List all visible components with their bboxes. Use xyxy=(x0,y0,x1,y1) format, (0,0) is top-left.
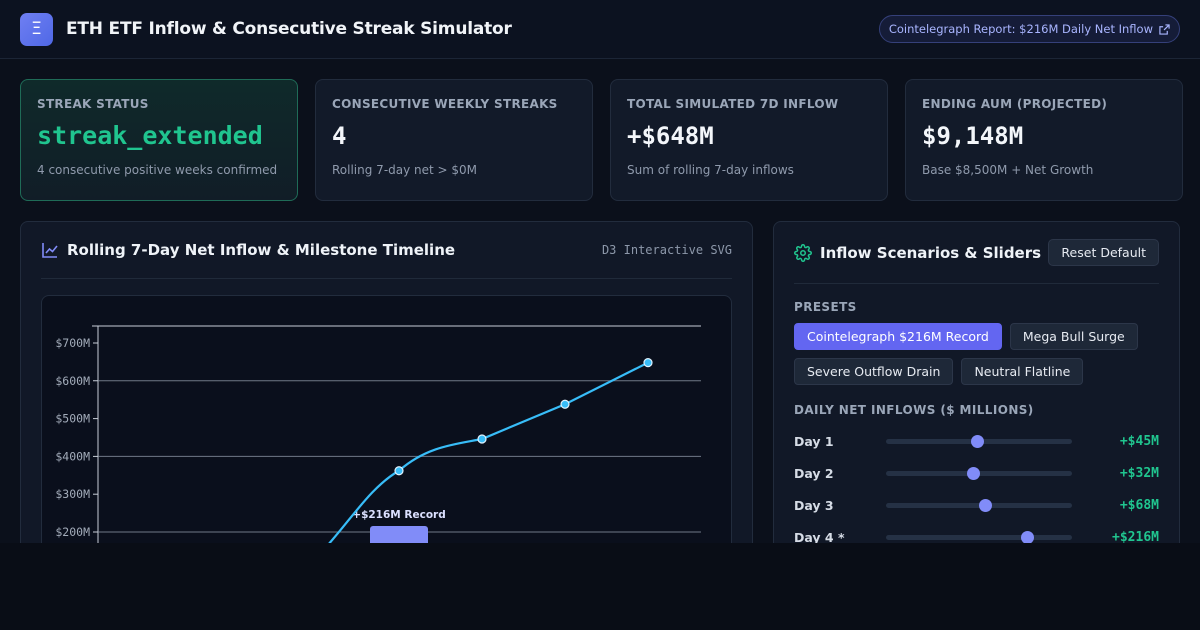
day-label: Day 2 xyxy=(794,465,834,481)
y-tick-label: $600M xyxy=(55,374,90,388)
ending-aum-card: ENDING AUM (PROJECTED) $9,148M Base $8,5… xyxy=(905,79,1183,201)
slider-thumb[interactable] xyxy=(971,434,985,448)
data-point xyxy=(643,358,653,368)
stat-cards: STREAK STATUS streak_extended 4 consecut… xyxy=(20,79,1183,201)
day-value: +$68M xyxy=(1119,497,1159,513)
external-link-icon xyxy=(1159,23,1170,35)
record-bar-label: +$216M Record xyxy=(352,509,445,521)
day-3-slider[interactable] xyxy=(886,498,1072,512)
day-2-slider[interactable] xyxy=(886,466,1072,480)
y-tick-label: $500M xyxy=(55,412,90,426)
card-value: +$648M xyxy=(627,122,714,150)
preset-buttons: Cointelegraph $216M Record Mega Bull Sur… xyxy=(794,323,1164,385)
eth-logo: Ξ xyxy=(20,12,53,46)
inflow-chart[interactable]: $200M $300M $400M $500M $600M $700M +$216M Rec… xyxy=(42,296,732,543)
day-label: Day 3 xyxy=(794,497,834,513)
chart-panel-header: Rolling 7-Day Net Inflow & Milestone Tim… xyxy=(41,222,732,279)
controls-header: Inflow Scenarios & Sliders Reset Default xyxy=(794,222,1159,284)
card-label: CONSECUTIVE WEEKLY STREAKS xyxy=(332,97,558,111)
record-bar xyxy=(370,526,428,543)
data-point xyxy=(477,434,487,444)
preset-button-cointelegraph[interactable]: Cointelegraph $216M Record xyxy=(794,323,1002,350)
controls-panel: Inflow Scenarios & Sliders Reset Default… xyxy=(773,221,1180,543)
y-tick-label: $200M xyxy=(55,525,90,539)
y-tick-label: $400M xyxy=(55,449,90,463)
slider-thumb[interactable] xyxy=(978,498,992,512)
day-label: Day 4 * xyxy=(794,529,845,544)
day-1-slider[interactable] xyxy=(886,434,1072,448)
card-label: STREAK STATUS xyxy=(37,97,149,111)
data-point xyxy=(560,399,570,409)
slider-row-day-3: Day 3 +$68M xyxy=(794,489,1159,521)
controls-title: Inflow Scenarios & Sliders xyxy=(820,243,1042,262)
y-tick-label: $300M xyxy=(55,487,90,501)
day-value: +$45M xyxy=(1119,433,1159,449)
app-root: Ξ ETH ETF Inflow & Consecutive Streak Si… xyxy=(0,0,1200,543)
day-4-slider[interactable] xyxy=(886,530,1072,543)
weekly-streaks-card: CONSECUTIVE WEEKLY STREAKS 4 Rolling 7-d… xyxy=(315,79,593,201)
slider-row-day-1: Day 1 +$45M xyxy=(794,425,1159,457)
app-title: ETH ETF Inflow & Consecutive Streak Simu… xyxy=(66,19,512,39)
day-value: +$32M xyxy=(1119,465,1159,481)
line-chart-icon xyxy=(41,241,59,259)
chart-area[interactable]: $200M $300M $400M $500M $600M $700M +$216M Rec… xyxy=(41,295,732,543)
gear-icon xyxy=(794,243,812,262)
card-subtext: 4 consecutive positive weeks confirmed xyxy=(37,163,278,177)
report-link[interactable]: Cointelegraph Report: $216M Daily Net In… xyxy=(878,15,1180,43)
card-subtext: Rolling 7-day net > $0M xyxy=(332,163,478,177)
card-subtext: Base $8,500M + Net Growth xyxy=(922,163,1094,177)
data-point xyxy=(394,466,404,476)
slider-row-day-2: Day 2 +$32M xyxy=(794,457,1159,489)
preset-button-neutral-flatline[interactable]: Neutral Flatline xyxy=(961,358,1084,385)
card-value: $9,148M xyxy=(922,122,1024,150)
day-value: +$216M xyxy=(1112,529,1159,544)
streak-status-card: STREAK STATUS streak_extended 4 consecut… xyxy=(20,79,298,201)
chart-panel: Rolling 7-Day Net Inflow & Milestone Tim… xyxy=(20,221,753,543)
preset-button-mega-bull[interactable]: Mega Bull Surge xyxy=(1009,323,1138,350)
daily-sliders: Day 1 +$45M Day 2 +$32M Day 3 +$68M Day … xyxy=(794,425,1159,543)
slider-row-day-4: Day 4 * +$216M xyxy=(794,521,1159,543)
card-value: 4 xyxy=(332,122,347,150)
card-label: ENDING AUM (PROJECTED) xyxy=(922,97,1108,111)
y-tick-label: $700M xyxy=(55,336,90,350)
day-label: Day 1 xyxy=(794,433,834,449)
daily-inflows-label: DAILY NET INFLOWS ($ MILLIONS) xyxy=(794,403,1034,417)
chart-title: Rolling 7-Day Net Inflow & Milestone Tim… xyxy=(67,241,456,259)
slider-thumb[interactable] xyxy=(1021,530,1035,543)
top-header: Ξ ETH ETF Inflow & Consecutive Streak Si… xyxy=(0,0,1200,59)
preset-button-outflow-drain[interactable]: Severe Outflow Drain xyxy=(794,358,954,385)
card-label: TOTAL SIMULATED 7D INFLOW xyxy=(627,97,839,111)
total-inflow-card: TOTAL SIMULATED 7D INFLOW +$648M Sum of … xyxy=(610,79,888,201)
card-subtext: Sum of rolling 7-day inflows xyxy=(627,163,794,177)
card-value: streak_extended xyxy=(37,121,263,150)
slider-thumb[interactable] xyxy=(967,466,981,480)
report-link-label: Cointelegraph Report: $216M Daily Net In… xyxy=(888,22,1153,36)
reset-default-button[interactable]: Reset Default xyxy=(1048,239,1159,266)
chart-tag: D3 Interactive SVG xyxy=(601,243,732,257)
presets-label: PRESETS xyxy=(794,300,857,314)
